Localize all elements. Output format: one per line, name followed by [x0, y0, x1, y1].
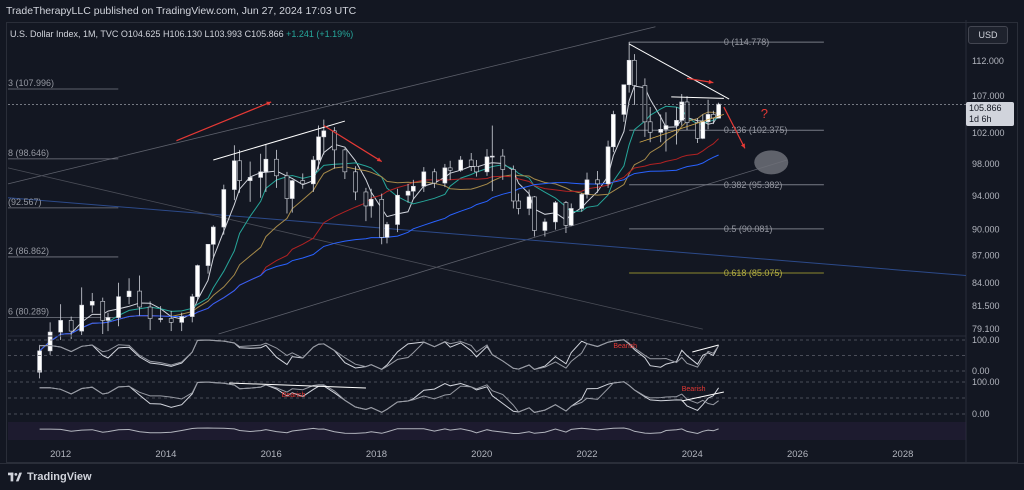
ohlc-close: C105.866 [244, 29, 284, 39]
tradingview-logo[interactable]: TradingView [8, 471, 92, 483]
ohlc-high: H106.130 [162, 29, 202, 39]
symbol-info: U.S. Dollar Index, 1M, TVC O104.625 H106… [10, 29, 353, 39]
ohlc-low: L103.993 [204, 29, 243, 39]
currency-button[interactable]: USD [968, 26, 1008, 44]
ohlc-open: O104.625 [120, 29, 161, 39]
publication-header: TradeTherapyLLC published on TradingView… [0, 0, 1024, 22]
ohlc-change: +1.241 (+1.19%) [286, 29, 354, 39]
tradingview-logo-icon [8, 472, 22, 482]
footer-bar: TradingView [0, 463, 1024, 490]
chart-pane[interactable] [6, 22, 1018, 463]
tradingview-brand: TradingView [27, 471, 92, 483]
last-price-value: 105.866 [969, 103, 1002, 113]
last-price-tag: 105.866 1d 6h [966, 102, 1014, 126]
bar-countdown: 1d 6h [969, 114, 992, 124]
symbol-name[interactable]: U.S. Dollar Index, 1M, TVC [10, 29, 119, 39]
